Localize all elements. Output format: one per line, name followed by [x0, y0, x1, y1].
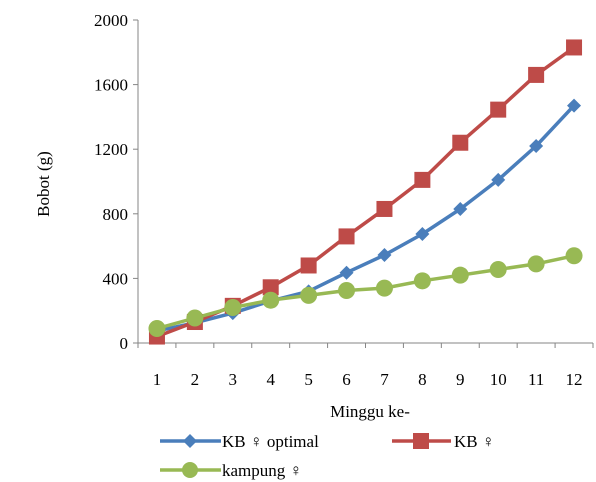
x-tick-label: 10 [490, 370, 507, 389]
x-tick-label: 2 [191, 370, 200, 389]
data-point-kb [452, 134, 469, 151]
data-point-kampung [451, 266, 469, 284]
legend-marker-kb [413, 433, 429, 449]
legend-marker-kb-optimal [183, 434, 197, 448]
legend-item-kb-optimal: KB ♀ optimal [160, 432, 319, 451]
legend-item-kb: KB ♀ [392, 432, 495, 451]
y-tick-label: 2000 [94, 11, 128, 30]
data-point-kampung [375, 279, 393, 297]
x-tick-label: 12 [566, 370, 583, 389]
legend-label-kb-optimal: KB ♀ optimal [222, 432, 319, 451]
legend: KB ♀ optimal KB ♀ kampung ♀ [160, 432, 495, 480]
data-point-kb [376, 200, 393, 217]
data-point-kb [490, 101, 507, 118]
legend-item-kampung: kampung ♀ [160, 461, 302, 480]
data-point-kampung [262, 291, 280, 309]
x-tick-label: 5 [304, 370, 313, 389]
axes [137, 20, 593, 344]
legend-marker-kampung [182, 462, 198, 478]
x-tick-label: 11 [528, 370, 544, 389]
data-point-kampung [565, 247, 583, 265]
series-line-kb [156, 46, 576, 339]
x-tick-label: 7 [380, 370, 389, 389]
y-axis-label: Bobot (g) [34, 151, 53, 217]
data-point-kb-optimal [415, 226, 430, 241]
y-tick-label: 1600 [94, 76, 128, 95]
data-point-kampung [148, 319, 166, 337]
y-ticks: 0 400 800 1200 1600 2000 [94, 11, 138, 353]
data-point-kb [262, 279, 279, 296]
series-markers [148, 39, 583, 345]
data-point-kb [300, 257, 317, 274]
y-tick-label: 800 [103, 205, 129, 224]
data-point-kb-optimal [377, 247, 392, 262]
data-point-kb-optimal [491, 172, 506, 187]
data-point-kb-optimal [339, 265, 354, 280]
data-point-kb [528, 66, 545, 83]
data-point-kampung [186, 309, 204, 327]
x-tick-label: 6 [342, 370, 351, 389]
data-point-kb [566, 39, 583, 56]
data-point-kampung [224, 298, 242, 316]
data-point-kampung [338, 282, 356, 300]
data-point-kb-optimal [453, 201, 468, 216]
data-point-kampung [527, 255, 545, 273]
data-point-kb-optimal [529, 138, 544, 153]
x-ticks: 1 2 3 4 5 6 7 8 9 10 11 12 [137, 343, 594, 389]
series-line-kb-optimal [156, 104, 576, 333]
y-tick-label: 400 [103, 269, 129, 288]
y-tick-label: 0 [120, 334, 129, 353]
y-tick-label: 1200 [94, 140, 128, 159]
x-tick-label: 1 [153, 370, 162, 389]
x-tick-label: 8 [418, 370, 427, 389]
data-point-kb [338, 228, 355, 245]
data-point-kampung [413, 272, 431, 290]
series-lines [156, 46, 576, 339]
x-tick-label: 4 [266, 370, 275, 389]
x-axis-label: Minggu ke- [330, 402, 410, 421]
data-point-kampung [489, 261, 507, 279]
data-point-kb [414, 171, 431, 188]
x-tick-label: 3 [229, 370, 238, 389]
legend-label-kampung: kampung ♀ [222, 461, 302, 480]
x-tick-label: 9 [456, 370, 465, 389]
data-point-kampung [300, 286, 318, 304]
data-point-kb-optimal [567, 98, 582, 113]
legend-label-kb: KB ♀ [454, 432, 495, 451]
